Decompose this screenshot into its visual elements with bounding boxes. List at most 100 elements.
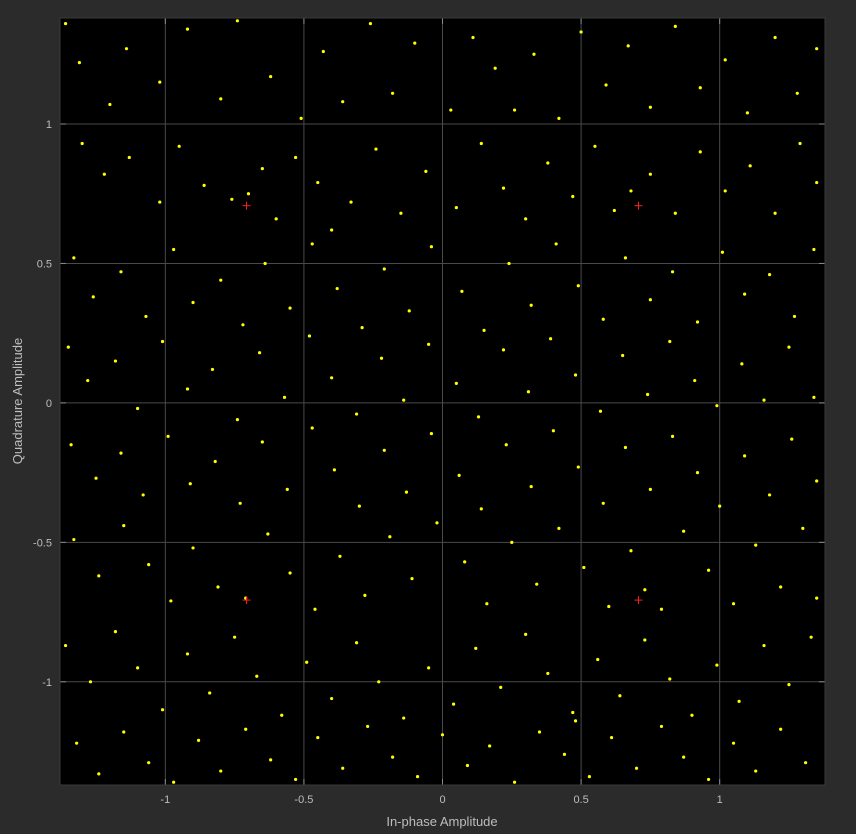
received-symbol-point	[429, 431, 434, 436]
received-symbol-point	[690, 713, 694, 717]
received-symbol-point	[601, 317, 605, 321]
received-symbol-point	[673, 24, 677, 28]
received-symbol-point	[119, 270, 123, 274]
received-symbol-point	[354, 641, 359, 645]
received-symbol-point	[479, 141, 483, 146]
grid	[60, 18, 825, 785]
received-symbol-point	[668, 339, 672, 344]
received-symbol-point	[743, 292, 747, 296]
reference-symbol-marker	[242, 596, 251, 605]
received-symbol-point	[269, 758, 273, 762]
received-symbol-point	[524, 217, 528, 221]
received-symbol-point	[643, 638, 647, 642]
received-symbol-point	[792, 314, 797, 319]
received-symbol-point	[815, 180, 819, 185]
received-symbol-point	[573, 373, 578, 377]
received-symbol-point	[427, 666, 431, 670]
received-symbol-point	[75, 741, 79, 745]
received-symbol-point	[548, 337, 553, 341]
received-symbol-point	[285, 487, 289, 491]
received-symbol-point	[169, 599, 173, 603]
received-symbol-point	[266, 532, 270, 536]
received-symbol-point	[754, 769, 758, 773]
received-symbol-point	[512, 108, 517, 112]
received-symbol-point	[648, 172, 652, 176]
received-symbol-point	[366, 724, 370, 729]
received-symbol-point	[147, 761, 151, 765]
received-symbol-point	[341, 100, 345, 104]
received-symbol-point	[310, 426, 314, 430]
received-symbol-point	[63, 21, 68, 26]
received-symbol-point	[745, 111, 749, 115]
received-symbol-point	[86, 378, 90, 383]
received-symbol-point	[529, 484, 533, 489]
x-tick-label: -0.5	[294, 794, 313, 806]
x-axis-label: In-phase Amplitude	[386, 814, 497, 829]
received-symbol-point	[618, 694, 622, 698]
received-symbol-point	[185, 27, 190, 31]
received-symbol-point	[185, 387, 190, 391]
received-symbol-point	[402, 716, 406, 720]
received-symbol-point	[598, 409, 603, 413]
received-symbol-point	[787, 345, 791, 349]
received-symbol-point	[612, 208, 616, 213]
received-symbol-point	[415, 775, 420, 779]
received-symbol-point	[119, 451, 123, 455]
received-symbol-point	[257, 351, 262, 355]
received-symbol-point	[809, 635, 813, 639]
reference-constellation	[242, 201, 643, 605]
received-symbol-point	[524, 632, 528, 636]
received-symbol-point	[410, 577, 414, 581]
x-tick-label: 1	[717, 794, 723, 806]
received-symbol-point	[812, 247, 816, 252]
received-symbol-point	[191, 546, 195, 550]
received-symbol-point	[815, 47, 819, 51]
received-symbol-point	[720, 250, 725, 254]
received-symbol-point	[172, 247, 176, 252]
received-symbol-point	[670, 434, 675, 438]
received-symbol-point	[571, 194, 575, 199]
received-symbol-point	[413, 41, 417, 45]
received-symbol-point	[341, 766, 345, 770]
received-symbol-point	[790, 437, 794, 441]
received-symbol-point	[147, 563, 151, 567]
received-symbol-point	[659, 607, 664, 611]
reference-symbol-marker	[242, 201, 251, 210]
received-symbol-point	[576, 284, 580, 288]
y-tick-label: -1	[42, 677, 52, 689]
received-symbol-point	[382, 448, 386, 452]
received-symbol-point	[731, 602, 736, 606]
received-symbol-point	[305, 660, 309, 664]
y-tick-label: 0.5	[37, 258, 52, 270]
received-symbol-point	[767, 493, 772, 497]
received-symbol-point	[379, 356, 384, 360]
received-symbol-point	[476, 415, 481, 419]
received-symbol-point	[136, 666, 140, 670]
received-symbol-point	[670, 270, 675, 274]
received-symbol-point	[77, 61, 82, 65]
received-symbol-point	[773, 211, 777, 215]
y-axis-label: Quadrature Amplitude	[10, 338, 25, 464]
received-symbol-point	[673, 211, 677, 215]
received-symbol-point	[748, 164, 752, 168]
received-symbol-point	[260, 167, 264, 171]
received-symbol-point	[72, 256, 76, 260]
received-symbol-point	[723, 189, 727, 193]
received-symbol-point	[330, 696, 334, 701]
received-symbol-point	[241, 323, 245, 327]
received-symbol-point	[293, 155, 298, 160]
received-symbol-point	[404, 490, 409, 494]
received-symbol-point	[634, 766, 639, 770]
received-symbol-point	[127, 155, 131, 160]
received-symbol-point	[507, 261, 511, 266]
received-symbol-point	[626, 44, 630, 48]
received-symbol-point	[668, 677, 672, 681]
received-symbol-point	[504, 443, 508, 447]
received-symbol-point	[499, 685, 503, 689]
received-symbol-point	[102, 172, 106, 176]
received-symbol-point	[693, 378, 697, 383]
received-symbol-point	[795, 91, 799, 95]
received-symbol-point	[316, 735, 320, 740]
received-symbol-point	[623, 445, 628, 450]
